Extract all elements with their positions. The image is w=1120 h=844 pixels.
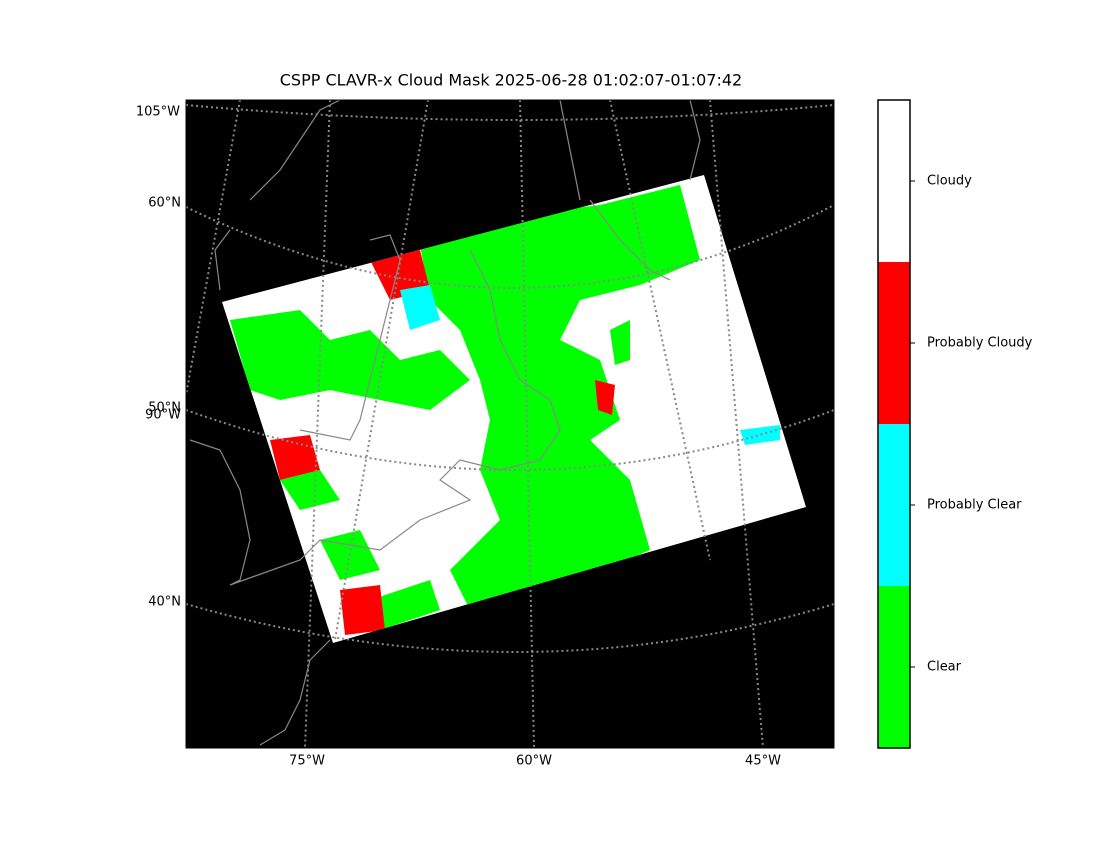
colorbar-label: Clear [927, 660, 962, 675]
coastline [189, 100, 701, 746]
colorbar-segment [878, 424, 910, 586]
colorbar-label: Probably Clear [927, 498, 1022, 513]
graticule [186, 603, 834, 653]
colorbar-segment [878, 100, 910, 262]
colorbar-label: Probably Cloudy [927, 336, 1033, 351]
left-label: 90°W [145, 408, 181, 423]
map-area [186, 100, 834, 748]
graticule [304, 100, 331, 748]
left-label: 105°W [136, 105, 180, 120]
map-frame [185, 99, 835, 749]
colorbar-frame [877, 99, 911, 749]
graticule [519, 100, 535, 748]
colorbar: Clear Probably Clear Probably Cloudy Cloudy [877, 99, 1033, 749]
left-label: 50°N [148, 401, 181, 416]
bottom-label: 45°W [745, 754, 781, 769]
bottom-label: 60°W [516, 754, 552, 769]
colorbar-label: Cloudy [927, 174, 972, 189]
clear-region [230, 310, 470, 410]
colorbar-segment [878, 586, 910, 748]
graticule [609, 100, 711, 561]
graticule [186, 204, 834, 289]
graticule [186, 409, 834, 471]
left-label: 40°N [148, 595, 181, 610]
map-title: CSPP CLAVR-x Cloud Mask 2025-06-28 01:02… [280, 71, 742, 90]
colorbar-segment [878, 262, 910, 424]
graticule [334, 100, 429, 641]
clear-region [280, 320, 630, 630]
bottom-label: 75°W [289, 754, 325, 769]
left-label: 60°N [148, 196, 181, 211]
graticule [709, 100, 764, 748]
